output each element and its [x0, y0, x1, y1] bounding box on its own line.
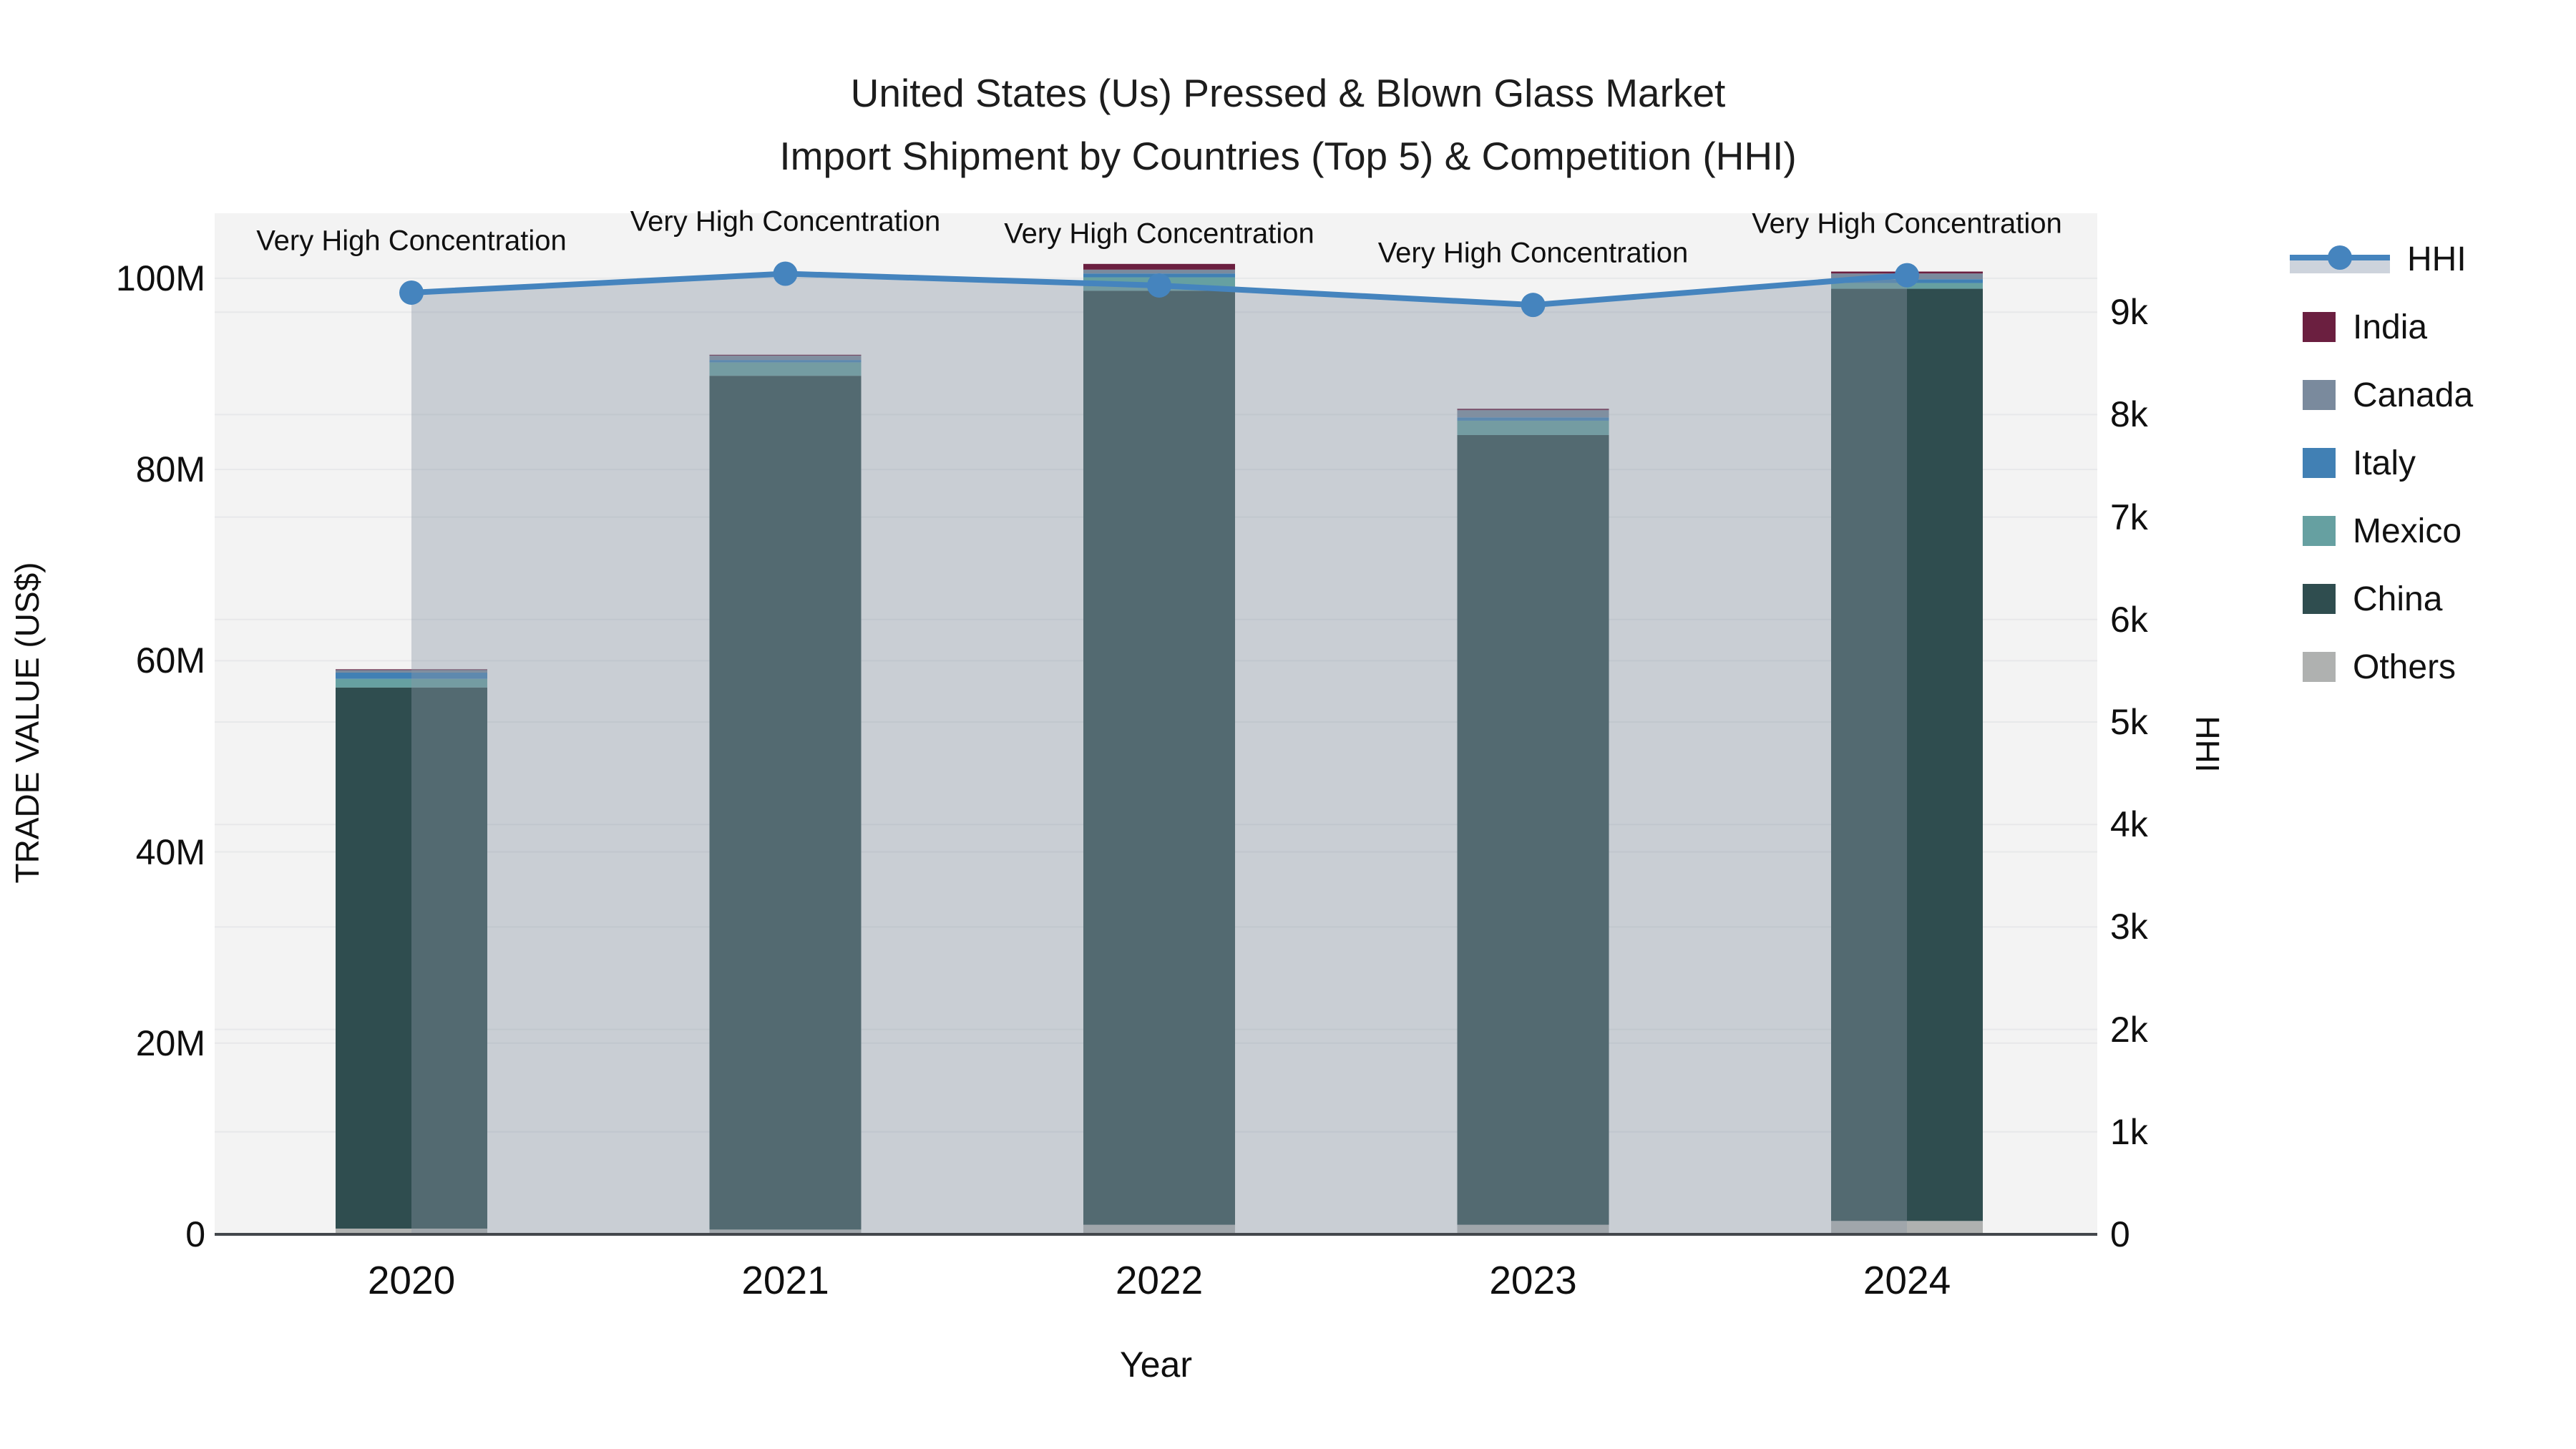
bar-segment-italy-2023[interactable]	[1457, 417, 1609, 421]
y-left-tick-100M: 100M	[115, 258, 205, 298]
bar-segment-canada-2023[interactable]	[1457, 410, 1609, 418]
bar-segment-mexico-2021[interactable]	[709, 362, 862, 376]
chart-title-line-2: Import Shipment by Countries (Top 5) & C…	[779, 134, 1797, 178]
x-tick-2021: 2021	[741, 1258, 829, 1302]
bar-segment-mexico-2020[interactable]	[336, 678, 487, 688]
hhi-marker-2024[interactable]	[1895, 263, 1919, 288]
bar-segment-india-2023[interactable]	[1457, 409, 1609, 411]
y-left-tick-60M: 60M	[135, 640, 205, 681]
hhi-line-legend-icon	[2290, 243, 2390, 275]
hhi-marker-2021[interactable]	[773, 261, 798, 286]
y-left-tick-40M: 40M	[135, 831, 205, 872]
legend-item-hhi[interactable]: HHI	[2290, 225, 2467, 293]
legend-label-hhi: HHI	[2407, 240, 2467, 278]
hhi-marker-2022[interactable]	[1147, 273, 1171, 298]
plot-area[interactable]	[215, 213, 2097, 1234]
bar-segment-china-2024[interactable]	[1831, 288, 1983, 1221]
legend-label-italy: Italy	[2353, 444, 2416, 482]
x-tick-2020: 2020	[367, 1258, 456, 1302]
y-right-tick-5k: 5k	[2110, 701, 2148, 742]
annotation-2023: Very High Concentration	[1377, 237, 1689, 269]
bar-segment-others-2020[interactable]	[336, 1228, 487, 1234]
canada-swatch-icon	[2303, 380, 2336, 410]
india-swatch-icon	[2303, 312, 2336, 342]
y-right-axis-title: HHI	[2189, 716, 2226, 773]
bar-segment-india-2021[interactable]	[709, 354, 862, 356]
legend-label-others: Others	[2353, 648, 2457, 686]
x-tick-2023: 2023	[1489, 1258, 1577, 1302]
annotation-2022: Very High Concentration	[1004, 218, 1314, 250]
y-right-tick-8k: 8k	[2110, 394, 2148, 435]
bar-segment-china-2020[interactable]	[336, 687, 487, 1229]
annotation-2020: Very High Concentration	[256, 225, 567, 257]
hhi-area-fill	[411, 273, 1907, 1234]
x-tick-2022: 2022	[1115, 1258, 1204, 1302]
legend-item-china[interactable]: China	[2290, 565, 2442, 633]
y-right-tick-7k: 7k	[2110, 497, 2148, 537]
mexico-swatch-icon	[2303, 516, 2336, 546]
bar-segment-others-2022[interactable]	[1083, 1224, 1235, 1234]
bar-segment-others-2023[interactable]	[1457, 1224, 1609, 1234]
bar-segment-italy-2021[interactable]	[709, 360, 862, 363]
hhi-marker-2023[interactable]	[1521, 293, 1546, 318]
legend-item-italy[interactable]: Italy	[2290, 429, 2416, 497]
bar-segment-canada-2021[interactable]	[709, 356, 862, 361]
y-left-tick-80M: 80M	[135, 449, 205, 490]
y-right-tick-9k: 9k	[2110, 292, 2148, 333]
y-right-tick-3k: 3k	[2110, 907, 2148, 947]
bar-segment-india-2022[interactable]	[1083, 263, 1235, 270]
legend-item-canada[interactable]: Canada	[2290, 361, 2473, 429]
annotation-2021: Very High Concentration	[630, 205, 941, 238]
y-right-tick-6k: 6k	[2110, 599, 2148, 640]
hhi-marker-2020[interactable]	[399, 280, 424, 305]
legend-label-india: India	[2353, 308, 2428, 346]
bar-segment-china-2023[interactable]	[1457, 434, 1609, 1225]
bar-segment-china-2022[interactable]	[1083, 291, 1235, 1225]
bar-segment-others-2021[interactable]	[709, 1229, 862, 1234]
legend-item-mexico[interactable]: Mexico	[2290, 497, 2462, 565]
y-right-tick-2k: 2k	[2110, 1009, 2148, 1050]
legend-item-india[interactable]: India	[2290, 293, 2427, 361]
legend-item-others[interactable]: Others	[2290, 633, 2456, 701]
others-swatch-icon	[2303, 652, 2336, 682]
bar-segment-mexico-2023[interactable]	[1457, 420, 1609, 435]
bar-segment-others-2024[interactable]	[1831, 1221, 1983, 1234]
y-left-tick-0: 0	[185, 1214, 205, 1254]
x-tick-2024: 2024	[1863, 1258, 1951, 1302]
legend-label-canada: Canada	[2353, 376, 2474, 414]
x-axis-line	[215, 1233, 2097, 1236]
y-right-tick-1k: 1k	[2110, 1111, 2148, 1152]
bar-segment-italy-2020[interactable]	[336, 673, 487, 679]
bar-segment-canada-2022[interactable]	[1083, 269, 1235, 274]
y-right-tick-4k: 4k	[2110, 804, 2148, 845]
x-axis-title: Year	[1119, 1345, 1193, 1385]
y-right-tick-0: 0	[2110, 1214, 2130, 1254]
y-left-tick-20M: 20M	[135, 1023, 205, 1063]
plot-canvas	[215, 261, 2097, 1234]
bar-segment-india-2020[interactable]	[336, 669, 487, 670]
bar-segment-canada-2020[interactable]	[336, 670, 487, 673]
china-swatch-icon	[2303, 584, 2336, 614]
legend-label-mexico: Mexico	[2353, 512, 2462, 550]
chart-title-line-1: United States (Us) Pressed & Blown Glass…	[850, 71, 1726, 115]
italy-swatch-icon	[2303, 448, 2336, 478]
annotation-2024: Very High Concentration	[1752, 208, 2062, 240]
bar-segment-china-2021[interactable]	[709, 376, 862, 1230]
legend-label-china: China	[2353, 580, 2443, 618]
